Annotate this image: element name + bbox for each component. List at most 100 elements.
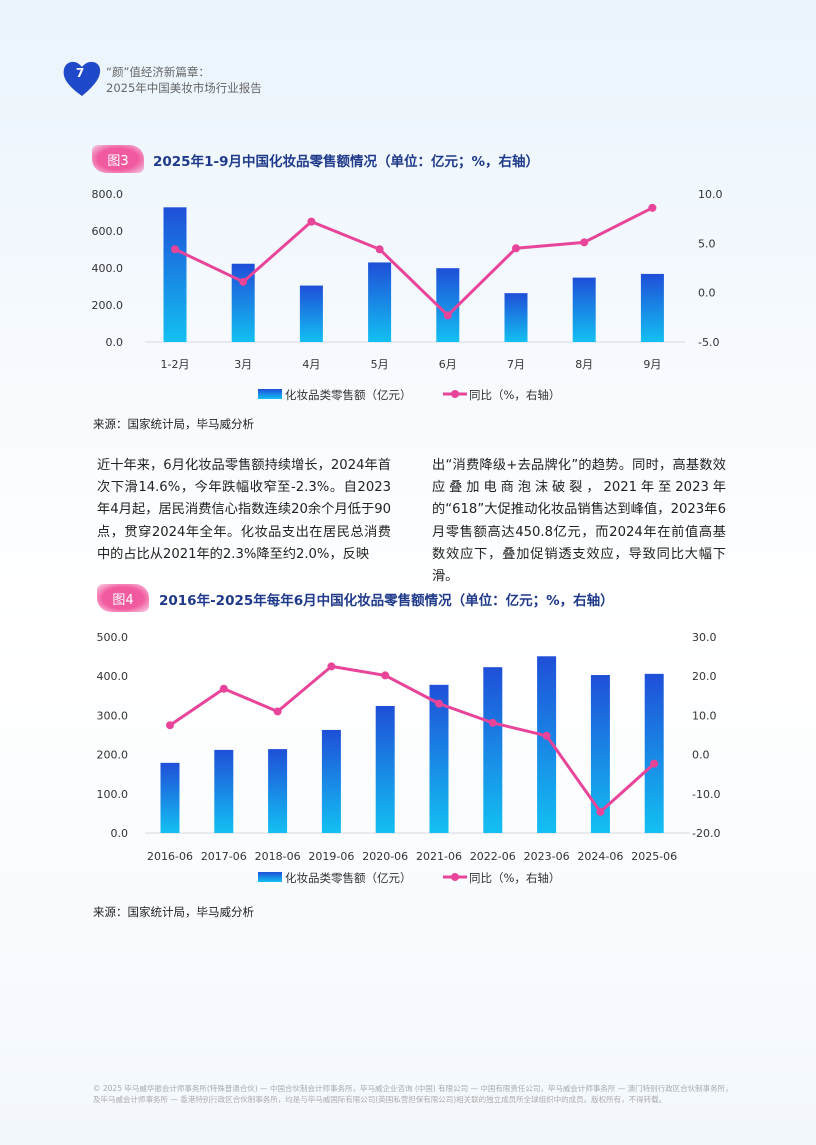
x-axis-tick-label: 2024-06	[577, 850, 623, 863]
report-title-line2: 2025年中国美妆市场行业报告	[106, 81, 262, 95]
legend-line-marker	[451, 390, 459, 398]
legend-bar-label: 化妆品类零售额（亿元）	[285, 871, 412, 885]
left-axis-tick-label: 400.0	[97, 670, 129, 683]
x-axis-tick-label: 2022-06	[470, 850, 516, 863]
yoy-point-2020-06	[381, 671, 390, 680]
bar-9月	[640, 273, 664, 342]
bar-2023-06	[537, 656, 557, 833]
yoy-point-8月	[580, 238, 589, 247]
x-axis-tick-label: 4月	[302, 358, 320, 371]
yoy-point-7月	[512, 244, 520, 253]
yoy-point-2016-06	[166, 721, 174, 730]
figure3-badge: 图3	[92, 145, 144, 173]
legend-line-marker	[451, 873, 459, 881]
figure4-source: 来源：国家统计局，毕马威分析	[93, 905, 254, 919]
right-axis-tick-label: -5.0	[698, 336, 719, 349]
bar-2025-06	[644, 673, 664, 833]
right-axis-tick-label: 30.0	[692, 631, 717, 644]
bar-2021-06	[429, 684, 449, 833]
yoy-point-2017-06	[219, 684, 228, 693]
right-axis-tick-label: 10.0	[698, 188, 723, 201]
yoy-point-2019-06	[327, 662, 336, 671]
bar-5月	[368, 262, 392, 342]
left-axis-tick-label: 200.0	[97, 749, 129, 762]
right-axis-tick-label: 5.0	[698, 237, 716, 250]
left-axis-tick-label: 500.0	[97, 631, 129, 644]
x-axis-tick-label: 7月	[507, 358, 525, 371]
figure4-chart: 0.0 100.0 200.0 300.0 400.0 500.0 -20.0 -10.0 0.…	[97, 631, 721, 885]
x-axis-tick-label: 6月	[439, 358, 457, 371]
report-title-line1: “颜”值经济新篇章：	[106, 65, 210, 79]
x-axis-tick-label: 8月	[575, 358, 593, 371]
yoy-point-2023-06	[542, 731, 551, 740]
bar-6月	[436, 268, 460, 342]
left-axis-tick-label: 200.0	[92, 299, 124, 312]
yoy-point-2021-06	[435, 699, 443, 708]
x-axis-tick-label: 2023-06	[524, 850, 570, 863]
bar-2019-06	[321, 729, 341, 833]
bar-2024-06	[590, 675, 610, 833]
bar-8月	[572, 277, 596, 342]
body-text-right: 出“消费降级+去品牌化”的趋势。同时，高基数效应叠加电商泡沫破裂，2021年至2…	[432, 458, 726, 585]
yoy-point-2022-06	[488, 718, 497, 727]
heart-logo-icon	[63, 61, 101, 96]
left-axis-tick-label: 300.0	[97, 709, 129, 722]
x-axis-tick-label: 2020-06	[362, 850, 408, 863]
yoy-point-1-2月	[171, 245, 179, 254]
left-axis-tick-label: 400.0	[92, 262, 124, 275]
right-axis-tick-label: -20.0	[692, 827, 720, 840]
body-text-left: 近十年来，6月化妆品零售额持续增长，2024年首次下滑14.6%，今年跌幅收窄至…	[97, 458, 391, 562]
left-axis-tick-label: 100.0	[97, 788, 129, 801]
legend-bar-swatch	[258, 872, 282, 882]
bar-2018-06	[268, 749, 288, 833]
legend-line-label: 同比（%，右轴）	[469, 871, 560, 885]
bar-2017-06	[214, 749, 234, 833]
yoy-point-2024-06	[596, 807, 605, 816]
yoy-point-6月	[443, 311, 452, 320]
right-axis-tick-label: -10.0	[692, 788, 720, 801]
bar-4月	[299, 285, 323, 342]
left-axis-tick-label: 600.0	[92, 225, 124, 238]
bar-3月	[231, 263, 255, 342]
bar-2016-06	[160, 762, 180, 833]
x-axis-tick-label: 2019-06	[308, 850, 354, 863]
right-axis-tick-label: 0.0	[692, 749, 710, 762]
legend-line-label: 同比（%，右轴）	[469, 388, 560, 402]
x-axis-tick-label: 9月	[643, 358, 661, 371]
x-axis-tick-label: 2017-06	[201, 850, 247, 863]
bar-2020-06	[375, 705, 395, 833]
report-title: “颜”值经济新篇章： 2025年中国美妆市场行业报告	[106, 64, 262, 96]
yoy-point-3月	[239, 277, 248, 286]
yoy-point-2018-06	[273, 707, 282, 716]
figure3-source: 来源：国家统计局，毕马威分析	[93, 417, 254, 431]
yoy-line	[174, 206, 654, 317]
figure4-title: 2016年-2025年每年6月中国化妆品零售额情况（单位：亿元；%，右轴）	[159, 593, 614, 609]
left-axis-tick-label: 800.0	[92, 188, 124, 201]
right-axis-tick-label: 0.0	[698, 287, 716, 300]
bar-1-2月	[163, 207, 187, 342]
x-axis-tick-label: 2025-06	[631, 850, 677, 863]
figure3-title: 2025年1-9月中国化妆品零售额情况（单位：亿元；%，右轴）	[153, 154, 539, 170]
left-axis-tick-label: 0.0	[111, 827, 129, 840]
figure3-chart: 0.0 200.0 400.0 600.0 800.0 -5.0 0.0 5.0 10.0 1-2…	[92, 188, 723, 402]
legend-bar-swatch	[258, 389, 282, 399]
yoy-line	[169, 664, 656, 814]
page-number: 7	[75, 66, 85, 80]
legend-bar-label: 化妆品类零售额（亿元）	[285, 388, 412, 402]
x-axis-tick-label: 1-2月	[161, 358, 190, 371]
right-axis-tick-label: 10.0	[692, 709, 717, 722]
left-axis-tick-label: 0.0	[106, 336, 124, 349]
x-axis-tick-label: 2016-06	[147, 850, 193, 863]
x-axis-tick-label: 2018-06	[255, 850, 301, 863]
yoy-point-9月	[648, 203, 657, 212]
bar-2022-06	[483, 667, 503, 833]
footer-copyright: © 2025 毕马威华振会计师事务所(特殊普通合伙) — 中国合伙制会计师事务所…	[93, 1084, 733, 1104]
x-axis-tick-label: 2021-06	[416, 850, 462, 863]
right-axis-tick-label: 20.0	[692, 670, 717, 683]
bar-7月	[504, 293, 528, 342]
yoy-point-2025-06	[650, 759, 659, 768]
x-axis-tick-label: 3月	[234, 358, 252, 371]
yoy-point-4月	[307, 217, 316, 226]
yoy-point-5月	[375, 245, 384, 254]
x-axis-tick-label: 5月	[371, 358, 389, 371]
